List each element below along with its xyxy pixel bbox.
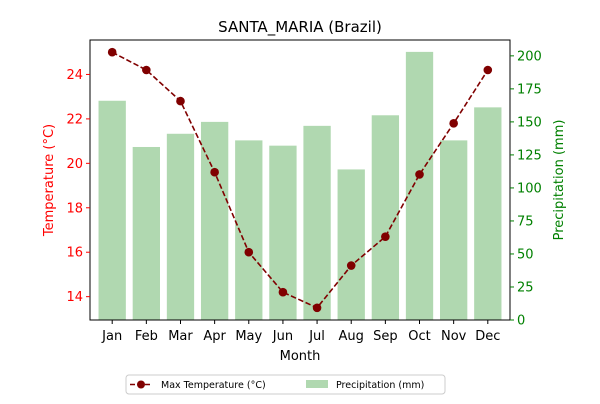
legend-bar-swatch <box>306 380 328 388</box>
legend-label-precipitation: Precipitation (mm) <box>336 380 424 391</box>
bar-jan <box>98 100 126 320</box>
bar-mar <box>166 133 195 320</box>
bar-aug <box>337 169 365 320</box>
temperature-point-nov <box>449 119 458 128</box>
bar-dec <box>474 107 502 320</box>
temperature-point-jun <box>278 287 288 297</box>
temperature-point-jan <box>107 47 117 57</box>
axes-layer: Jan Feb Mar Apr May Jun Jul Aug Sep Oct Nov Dec 14 16… <box>66 39 542 344</box>
y-right-tick-label-200: 200 <box>517 49 542 64</box>
line-layer <box>107 47 493 313</box>
y-right-tick-label-25: 25 <box>517 280 534 295</box>
x-tick-label-aug: Aug <box>339 329 364 344</box>
y-right-tick-label-150: 150 <box>517 115 542 130</box>
y-right-tick-label-0: 0 <box>517 314 525 329</box>
plot-frame <box>89 39 511 321</box>
bar-jul <box>303 125 331 320</box>
x-tick-label-apr: Apr <box>203 329 226 344</box>
temperature-point-mar <box>176 96 185 106</box>
temperature-point-feb <box>142 65 151 75</box>
bar-oct <box>405 51 434 321</box>
x-tick-label-may: May <box>235 329 262 344</box>
x-tick-label-dec: Dec <box>475 329 500 344</box>
y-left-tick-label-20: 20 <box>66 157 83 172</box>
chart-title: SANTA_MARIA (Brazil) <box>218 18 382 37</box>
bar-sep <box>371 115 400 320</box>
temperature-point-dec <box>483 65 493 75</box>
legend-label-temperature: Max Temperature (°C) <box>161 380 266 391</box>
x-tick-label-oct: Oct <box>408 329 430 344</box>
temperature-point-jul <box>312 303 322 313</box>
temperature-point-aug <box>346 261 356 270</box>
temperature-point-apr <box>210 167 219 177</box>
y-right-tick-label-100: 100 <box>517 181 542 196</box>
y-axis-right-label: Precipitation (mm) <box>552 120 567 241</box>
y-right-tick-label-125: 125 <box>517 148 542 163</box>
bar-feb <box>132 146 160 320</box>
x-tick-label-jan: Jan <box>101 329 122 344</box>
y-axis-left-label: Temperature (°C) <box>42 124 57 237</box>
bar-nov <box>440 140 468 320</box>
y-left-tick-label-16: 16 <box>66 246 83 261</box>
x-axis-label: Month <box>280 349 321 364</box>
temperature-point-sep <box>381 232 390 241</box>
temperature-line <box>111 51 489 309</box>
y-right-tick-label-50: 50 <box>517 247 534 262</box>
y-left-tick-label-22: 22 <box>66 112 83 127</box>
x-tick-label-jul: Jul <box>308 329 325 344</box>
x-tick-label-mar: Mar <box>168 329 193 344</box>
y-left-tick-label-14: 14 <box>66 290 83 305</box>
y-right-tick-label-175: 175 <box>517 82 542 97</box>
x-tick-label-nov: Nov <box>441 329 467 344</box>
x-tick-label-feb: Feb <box>135 329 158 344</box>
y-right-tick-label-75: 75 <box>517 214 534 229</box>
temperature-point-oct <box>415 170 424 179</box>
legend: Max Temperature (°C) Precipitation (mm) <box>125 374 446 395</box>
x-tick-label-sep: Sep <box>373 329 398 344</box>
legend-frame <box>125 374 446 395</box>
y-left-tick-label-24: 24 <box>66 68 83 83</box>
bars-layer <box>98 51 502 321</box>
y-left-tick-label-18: 18 <box>66 201 83 216</box>
x-tick-label-jun: Jun <box>272 329 293 344</box>
legend-line-marker <box>137 380 145 389</box>
temperature-point-may <box>244 247 254 257</box>
